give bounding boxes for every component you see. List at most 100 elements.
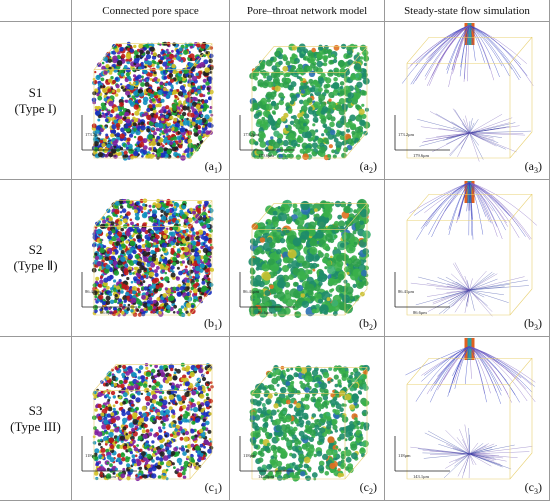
pore bbox=[299, 99, 304, 105]
pore bbox=[131, 113, 134, 116]
pore bbox=[346, 45, 352, 51]
pore bbox=[102, 138, 107, 143]
pore bbox=[208, 109, 213, 114]
streamline bbox=[418, 276, 470, 291]
pore bbox=[205, 81, 210, 86]
pore bbox=[150, 310, 153, 314]
pore bbox=[193, 298, 197, 303]
pore bbox=[161, 242, 168, 249]
pore bbox=[119, 133, 125, 139]
panel-subscript: 1 bbox=[214, 323, 218, 332]
pore bbox=[195, 72, 199, 76]
pore bbox=[276, 249, 282, 255]
pore bbox=[280, 97, 285, 101]
pore bbox=[180, 109, 183, 112]
pore bbox=[168, 128, 172, 132]
pore bbox=[274, 305, 281, 312]
pore bbox=[309, 295, 316, 302]
pore bbox=[339, 81, 345, 86]
pore bbox=[165, 105, 170, 110]
pore bbox=[318, 77, 325, 84]
pore bbox=[120, 250, 125, 254]
pore bbox=[179, 383, 182, 387]
pore bbox=[330, 255, 333, 259]
pore bbox=[132, 122, 137, 127]
panel-label: (a3) bbox=[525, 159, 542, 175]
pore bbox=[254, 233, 259, 239]
column-header: Pore–throat network model bbox=[230, 0, 385, 22]
pore bbox=[296, 284, 304, 292]
pore bbox=[202, 242, 206, 246]
streamline bbox=[469, 25, 510, 77]
pore bbox=[101, 61, 105, 65]
pore bbox=[171, 414, 176, 419]
pore bbox=[160, 152, 166, 158]
pore bbox=[125, 99, 129, 104]
pore bbox=[136, 391, 141, 396]
pore bbox=[262, 272, 271, 281]
streamline bbox=[435, 289, 470, 308]
pore bbox=[362, 248, 369, 255]
pore bbox=[201, 422, 206, 427]
pore bbox=[131, 286, 138, 292]
pore bbox=[107, 230, 113, 236]
pore bbox=[261, 116, 266, 121]
panel-close: ) bbox=[218, 159, 222, 173]
pore bbox=[104, 118, 109, 123]
streamline bbox=[469, 25, 527, 64]
pore bbox=[343, 279, 348, 284]
pore bbox=[141, 75, 144, 79]
pore bbox=[256, 149, 262, 155]
pore bbox=[333, 44, 340, 51]
pore bbox=[195, 273, 199, 278]
pore bbox=[95, 129, 100, 134]
streamline bbox=[469, 128, 499, 134]
pore bbox=[172, 239, 177, 243]
pore bbox=[300, 126, 305, 130]
pore bbox=[190, 236, 194, 241]
pore bbox=[290, 66, 295, 71]
streamline bbox=[465, 289, 470, 307]
pore bbox=[184, 118, 187, 121]
streamline bbox=[469, 25, 534, 86]
pore bbox=[172, 136, 178, 141]
pore bbox=[325, 89, 330, 94]
pore bbox=[170, 409, 176, 414]
pore bbox=[181, 214, 187, 220]
pore bbox=[286, 213, 290, 217]
pore bbox=[339, 68, 346, 75]
pore bbox=[109, 275, 114, 280]
pore bbox=[139, 281, 143, 285]
pore bbox=[136, 234, 141, 239]
pore bbox=[101, 65, 106, 71]
pore bbox=[158, 60, 163, 64]
streamline bbox=[469, 278, 473, 291]
inlet bbox=[467, 23, 472, 45]
pore bbox=[354, 126, 362, 134]
pore bbox=[209, 282, 214, 287]
pore bbox=[272, 111, 276, 115]
streamline bbox=[469, 132, 480, 162]
pore bbox=[125, 53, 132, 60]
row-label: S1 (Type I) bbox=[0, 22, 72, 180]
pore bbox=[139, 308, 144, 313]
pore bbox=[196, 142, 200, 146]
pore bbox=[166, 89, 169, 92]
pore bbox=[179, 114, 185, 120]
pore bbox=[93, 146, 99, 152]
pore bbox=[285, 124, 289, 129]
pore bbox=[125, 457, 130, 463]
pore bbox=[120, 53, 126, 59]
pore bbox=[158, 310, 162, 315]
pore bbox=[153, 131, 157, 136]
pore bbox=[316, 58, 320, 62]
pore bbox=[98, 294, 104, 300]
pore bbox=[157, 306, 162, 310]
pore bbox=[192, 216, 195, 220]
pore bbox=[152, 210, 156, 214]
pore bbox=[146, 262, 151, 267]
pore bbox=[120, 127, 126, 133]
pore bbox=[178, 47, 183, 52]
pore bbox=[113, 279, 117, 283]
pore bbox=[340, 201, 347, 208]
